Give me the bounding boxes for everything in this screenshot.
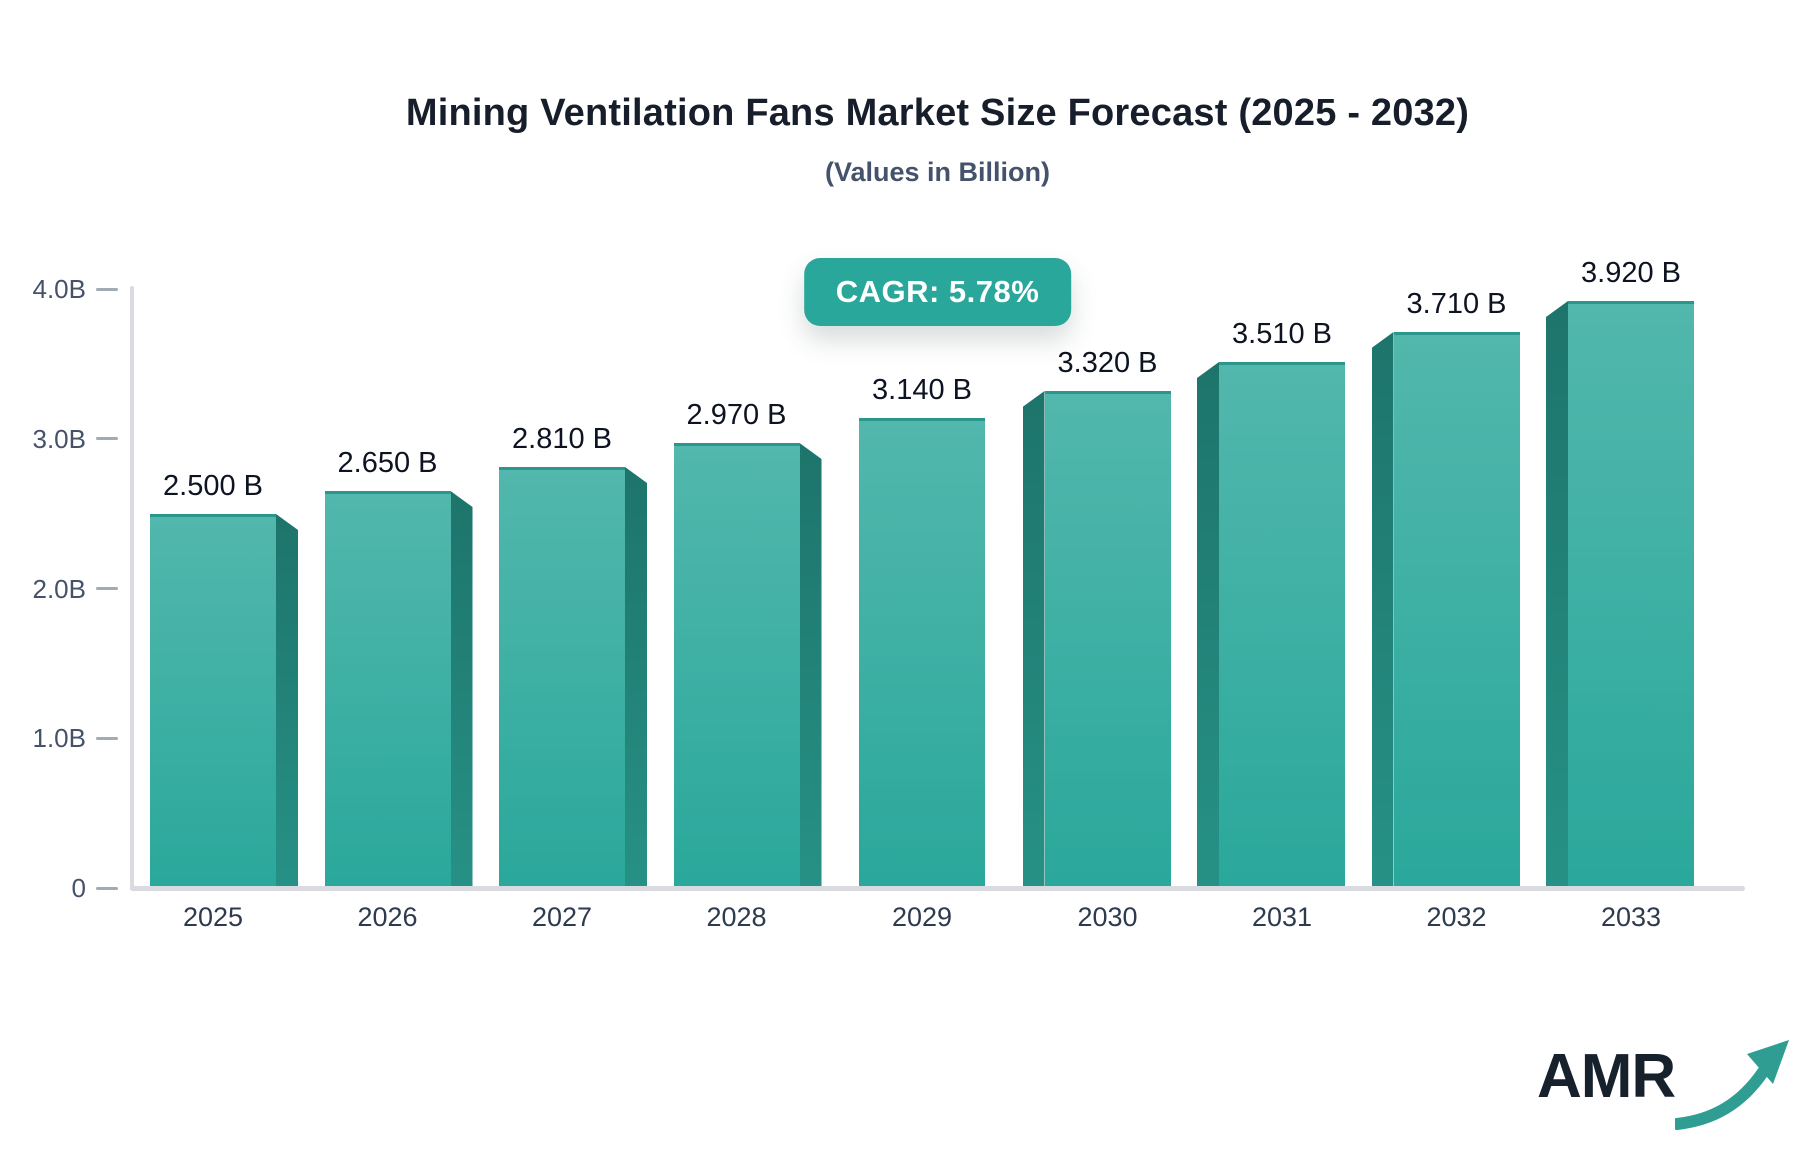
y-axis-tick-label: 4.0B [32, 274, 87, 304]
y-axis-tick [96, 437, 118, 441]
y-axis-tick-label: 0 [71, 873, 86, 903]
x-axis-label-2032: 2032 [1426, 902, 1487, 932]
bar-2026: 2.650 B [324, 447, 473, 888]
bar-front-face [499, 467, 625, 888]
x-axis-label-2033: 2033 [1600, 902, 1662, 932]
bar-2032: 3.710 B [1371, 288, 1520, 888]
bar-side-face [450, 491, 473, 888]
bar-front-face [859, 418, 985, 888]
bar-front-face [324, 491, 451, 888]
bar-value-label: 3.710 B [1406, 288, 1507, 320]
x-axis-label-2026: 2026 [357, 902, 418, 932]
y-axis-tick [96, 736, 118, 740]
y-axis-tick-label: 3.0B [32, 423, 87, 454]
y-axis-tick [96, 587, 118, 590]
bar-value-label: 3.920 B [1581, 257, 1681, 289]
bar-2029: 3.140 B [848, 374, 996, 888]
x-axis-label-2029: 2029 [891, 902, 953, 932]
y-axis-line [130, 286, 134, 890]
bar-side-face [1022, 391, 1045, 888]
bar-front-face [1044, 391, 1171, 888]
bar-2033: 3.920 B [1546, 257, 1694, 888]
badge-wrap: CAGR: 5.78% [130, 0, 1745, 326]
x-axis-label-2031: 2031 [1251, 902, 1313, 932]
bar-value-label: 2.650 B [337, 447, 438, 479]
bar-2028: 2.970 B [673, 399, 822, 888]
amr-logo-text: AMR [1537, 1042, 1676, 1111]
bar-side-face [1197, 362, 1219, 888]
y-axis-tick-label: 1.0B [32, 723, 87, 754]
bar-value-label: 3.140 B [872, 374, 972, 406]
bar-front-face [673, 443, 800, 888]
growth-arrow-icon [1675, 1040, 1789, 1130]
amr-logo: AMR [1537, 1038, 1789, 1133]
bar-2030: 3.320 B [1022, 347, 1171, 888]
cagr-badge: CAGR: 5.78% [803, 258, 1072, 326]
bar-front-face [1219, 362, 1345, 888]
bar-value-label: 2.500 B [163, 470, 263, 502]
chart-header: Mining Ventilation Fans Market Size Fore… [130, 92, 1745, 188]
x-axis-baseline [130, 886, 1745, 891]
bar-2031: 3.510 B [1197, 318, 1345, 888]
bar-side-face [276, 514, 298, 888]
bar-value-label: 2.970 B [686, 399, 787, 431]
bar-value-label: 3.320 B [1057, 347, 1158, 379]
bar-front-face [150, 514, 276, 888]
bar-front-face [1393, 332, 1520, 888]
y-axis-tick-label: 2.0B [32, 573, 87, 604]
chart-subtitle: (Values in Billion) [824, 157, 1051, 187]
y-axis-tick [96, 287, 118, 291]
bar-side-face [1546, 301, 1568, 888]
x-axis-label-2028: 2028 [706, 902, 767, 932]
bar-side-face [625, 467, 647, 888]
chart-title: Mining Ventilation Fans Market Size Fore… [405, 92, 1470, 134]
y-axis-tick [96, 886, 118, 890]
bar-front-face [1568, 301, 1694, 888]
bar-side-face [1371, 332, 1394, 888]
bar-2025: 2.500 B [150, 470, 298, 888]
bar-value-label: 3.510 B [1232, 318, 1332, 350]
bar-2027: 2.810 B [499, 423, 647, 888]
x-axis-label-2030: 2030 [1077, 902, 1138, 932]
x-axis-label-2025: 2025 [182, 902, 244, 932]
bar-value-label: 2.810 B [512, 423, 612, 455]
x-axis-label-2027: 2027 [531, 902, 593, 932]
bar-side-face [799, 443, 822, 888]
